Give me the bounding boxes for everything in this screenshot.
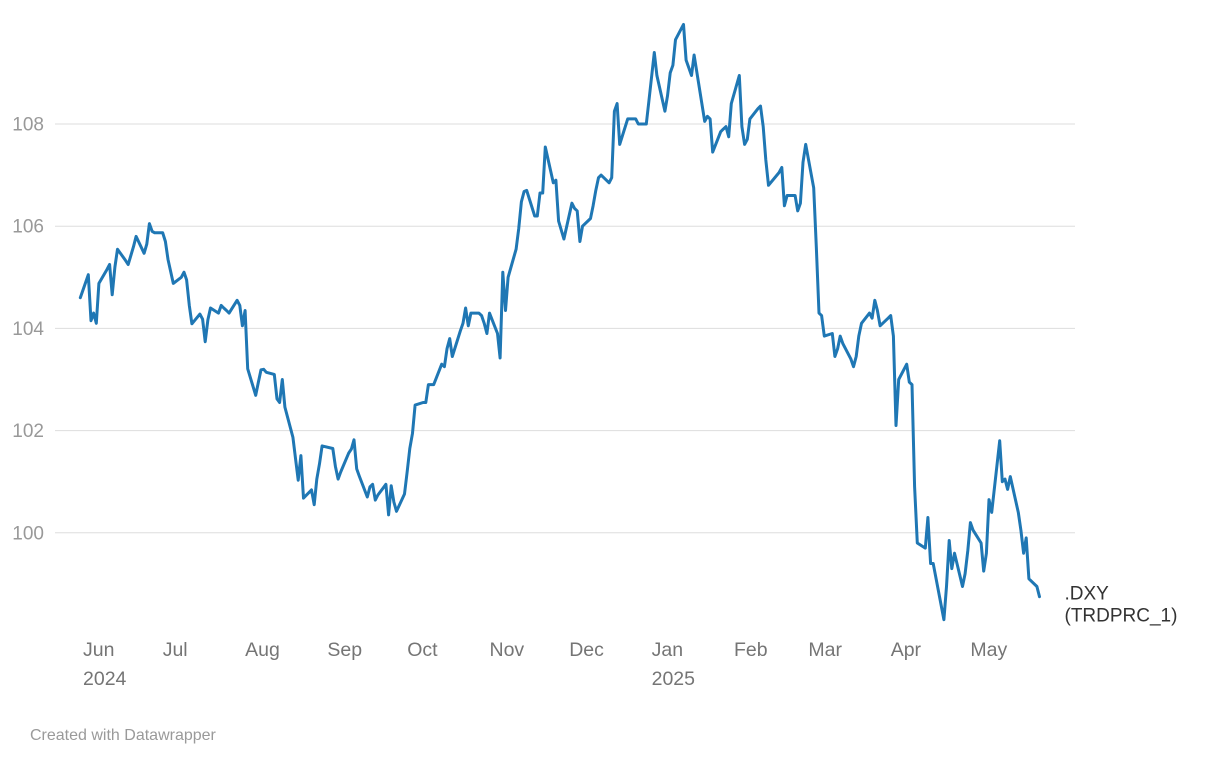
y-axis-label-108: 108 [12, 115, 44, 136]
x-axis-label-dec: Dec [569, 639, 604, 661]
x-axis-label-may: May [970, 639, 1007, 661]
x-axis-label-oct: Oct [407, 639, 438, 661]
series-end-label-line-1: .DXY [1065, 584, 1110, 605]
series-line-dxy[interactable] [78, 22, 1041, 622]
x-axis-label-jun: Jun [83, 639, 114, 661]
y-axis-label-104: 104 [12, 319, 44, 340]
x-axis-label-nov: Nov [490, 639, 525, 661]
x-axis-label-feb: Feb [734, 639, 768, 661]
x-axis-label-aug: Aug [245, 639, 280, 661]
x-axis-year-label-2025: 2025 [652, 668, 696, 690]
series-end-label-line-2: (TRDPRC_1) [1065, 606, 1178, 627]
x-axis-label-jan: Jan [652, 639, 683, 661]
y-axis-label-106: 106 [12, 217, 44, 238]
x-axis-year-label-2024: 2024 [83, 668, 127, 690]
y-axis-label-100: 100 [12, 523, 44, 544]
x-axis-label-sep: Sep [327, 639, 362, 661]
x-axis-label-apr: Apr [891, 639, 922, 661]
x-axis-label-mar: Mar [808, 639, 842, 661]
y-axis-label-102: 102 [12, 421, 44, 442]
x-axis-label-jul: Jul [163, 639, 188, 661]
datawrapper-attribution-link[interactable]: Created with Datawrapper [30, 727, 216, 744]
